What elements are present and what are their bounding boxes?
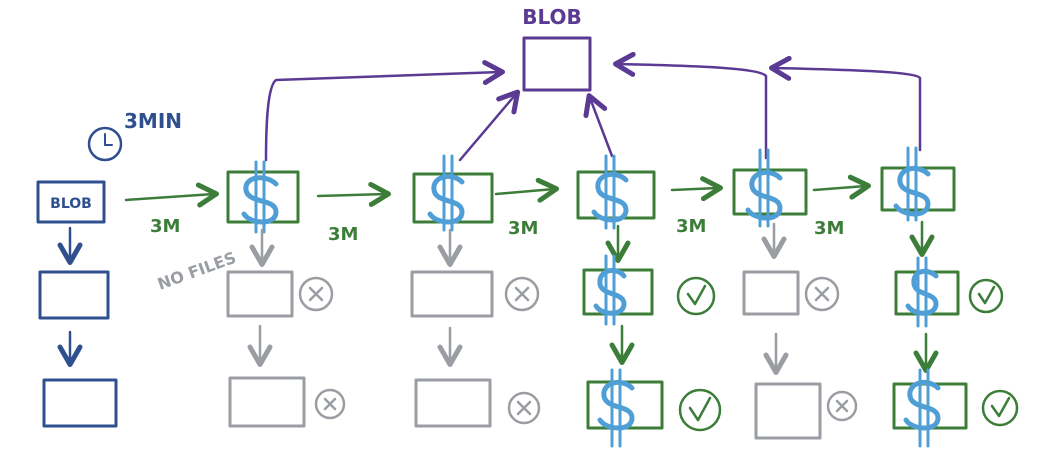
col-1-box-3 xyxy=(228,376,306,428)
interval-label-3: 3M xyxy=(676,216,706,237)
timeline-arrow-3 xyxy=(670,176,723,202)
interval-label-1: 3M xyxy=(328,224,358,245)
column-3 xyxy=(576,154,722,448)
column-5 xyxy=(880,146,1019,448)
col-5-money-box xyxy=(880,166,956,212)
upload-arrow-col-2 xyxy=(458,89,521,162)
col-4-money-box xyxy=(732,168,808,216)
col-3-money-box xyxy=(576,170,656,220)
timeline-arrow-4 xyxy=(812,174,871,200)
upload-arrow-col-5 xyxy=(769,55,922,152)
column-2 xyxy=(410,154,541,428)
timeline-arrow-2 xyxy=(494,177,559,203)
check-circle-icon xyxy=(676,276,716,316)
col-2-box-2 xyxy=(410,270,494,318)
dollar-icon xyxy=(593,254,627,326)
left-blob-box xyxy=(36,180,106,224)
top-blob-label: BLOB xyxy=(522,5,582,29)
column-4 xyxy=(732,148,858,440)
dollar-icon xyxy=(597,368,635,448)
no-files-label: NO FILES xyxy=(155,248,239,294)
dollar-icon xyxy=(903,368,941,448)
timer-label: 3MIN xyxy=(124,109,182,133)
upload-arrow-col-4 xyxy=(613,51,768,160)
left-box-2 xyxy=(38,270,110,320)
check-circle-icon xyxy=(968,278,1004,314)
interval-label-0: 3M xyxy=(150,216,180,237)
timer-clock-icon xyxy=(87,126,123,162)
col-4-box-2 xyxy=(742,270,800,316)
cross-circle-icon xyxy=(314,388,346,420)
dollar-icon xyxy=(745,148,783,228)
dollar-icon xyxy=(427,154,465,232)
col-2-box-3 xyxy=(414,378,492,428)
check-circle-icon xyxy=(678,388,722,432)
interval-label-4: 3M xyxy=(814,218,844,239)
left-box-3 xyxy=(42,378,118,428)
cross-circle-icon xyxy=(804,276,840,312)
check-circle-icon xyxy=(981,389,1019,427)
dollar-icon xyxy=(591,154,629,230)
dollar-icon xyxy=(241,160,279,234)
column-1 xyxy=(226,160,346,428)
dollar-icon xyxy=(893,146,931,222)
col-4-box-3 xyxy=(754,382,822,440)
upload-arrow-col-1 xyxy=(264,60,505,162)
left-blob-label: BLOB xyxy=(50,196,92,212)
top-blob-box xyxy=(522,36,592,92)
timeline-arrow-1 xyxy=(316,181,391,207)
cross-circle-icon xyxy=(826,390,858,422)
cross-circle-icon xyxy=(298,276,334,312)
col-1-box-2 xyxy=(226,270,294,318)
dollar-icon xyxy=(905,256,939,328)
cross-circle-icon xyxy=(504,276,540,312)
timeline-arrow-0 xyxy=(124,182,219,208)
upload-arrow-col-3 xyxy=(583,93,614,158)
cross-circle-icon xyxy=(507,391,541,425)
interval-label-2: 3M xyxy=(508,218,538,239)
